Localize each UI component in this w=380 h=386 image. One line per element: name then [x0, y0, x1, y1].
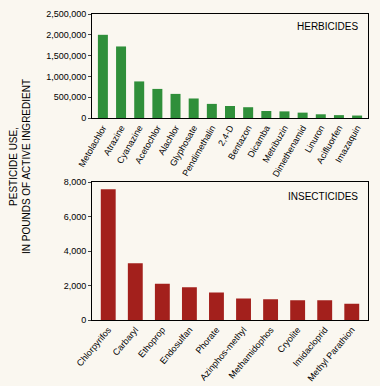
- svg-text:Alachlor: Alachlor: [156, 124, 181, 157]
- svg-text:PESTICIDE USE,IN POUNDS OF ACT: PESTICIDE USE,IN POUNDS OF ACTIVE INGRED…: [8, 79, 32, 254]
- svg-text:Ethoprop: Ethoprop: [136, 325, 167, 359]
- svg-text:INSECTICIDES: INSECTICIDES: [288, 191, 358, 202]
- svg-text:1,500,000: 1,500,000: [46, 51, 86, 61]
- svg-text:Glyphosate: Glyphosate: [168, 124, 199, 168]
- svg-text:Metolachlor: Metolachlor: [77, 124, 109, 169]
- svg-text:Dicamba: Dicamba: [246, 124, 272, 160]
- svg-text:Bentazon: Bentazon: [226, 124, 254, 162]
- svg-text:Pendimethalin: Pendimethalin: [180, 124, 217, 178]
- svg-text:Imidacloprid: Imidacloprid: [291, 325, 330, 369]
- svg-text:6,000: 6,000: [64, 212, 87, 222]
- svg-text:Imazaquin: Imazaquin: [333, 124, 362, 165]
- svg-text:500,000: 500,000: [54, 92, 87, 102]
- svg-text:0: 0: [81, 113, 86, 123]
- svg-text:Linuron: Linuron: [303, 124, 327, 155]
- svg-text:4,000: 4,000: [64, 246, 87, 256]
- svg-text:2,4-D: 2,4-D: [216, 123, 236, 147]
- svg-text:2,000,000: 2,000,000: [46, 30, 86, 40]
- svg-text:Methamidophos: Methamidophos: [227, 325, 276, 381]
- svg-text:Acifluorfen: Acifluorfen: [315, 124, 345, 166]
- svg-text:Atrazine: Atrazine: [102, 124, 127, 158]
- svg-text:2,500,000: 2,500,000: [46, 9, 86, 19]
- svg-text:2,000: 2,000: [64, 281, 87, 291]
- svg-text:Phorate: Phorate: [194, 325, 222, 356]
- svg-text:Acetochlor: Acetochlor: [133, 124, 163, 166]
- svg-text:Cyanazine: Cyanazine: [115, 124, 145, 166]
- svg-text:1,000,000: 1,000,000: [46, 72, 86, 82]
- svg-text:Cryolite: Cryolite: [275, 325, 302, 355]
- svg-text:Carbaryl: Carbaryl: [111, 325, 141, 357]
- svg-text:0: 0: [81, 315, 86, 325]
- svg-text:Metribuzin: Metribuzin: [261, 124, 290, 165]
- svg-text:8,000: 8,000: [64, 177, 87, 187]
- svg-text:Dimethenamid: Dimethenamid: [271, 124, 309, 179]
- svg-text:Chlorpyrifos: Chlorpyrifos: [75, 325, 114, 369]
- svg-text:Methyl Parathion: Methyl Parathion: [306, 325, 357, 383]
- svg-text:Endosulfan: Endosulfan: [158, 325, 195, 366]
- svg-text:HERBICIDES: HERBICIDES: [297, 21, 358, 32]
- svg-text:Azinphos-methyl: Azinphos-methyl: [198, 325, 248, 382]
